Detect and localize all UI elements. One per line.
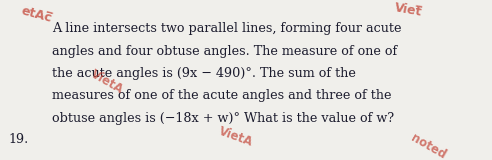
Text: VietA: VietA: [89, 67, 126, 96]
Text: 19.: 19.: [8, 133, 28, 146]
Text: Viet̅: Viet̅: [394, 2, 423, 19]
Text: measures of one of the acute angles and three of the: measures of one of the acute angles and …: [52, 89, 392, 103]
Text: angles and four obtuse angles. The measure of one of: angles and four obtuse angles. The measu…: [52, 44, 397, 57]
Text: VietA: VietA: [216, 125, 254, 149]
Text: etAc̅: etAc̅: [20, 5, 53, 25]
Text: A line intersects two parallel lines, forming four acute: A line intersects two parallel lines, fo…: [52, 22, 401, 35]
Text: obtuse angles is (−18x + w)° What is the value of w?: obtuse angles is (−18x + w)° What is the…: [52, 112, 394, 125]
Text: the acute angles is (9x − 490)°. The sum of the: the acute angles is (9x − 490)°. The sum…: [52, 67, 356, 80]
Text: noted: noted: [408, 131, 448, 160]
